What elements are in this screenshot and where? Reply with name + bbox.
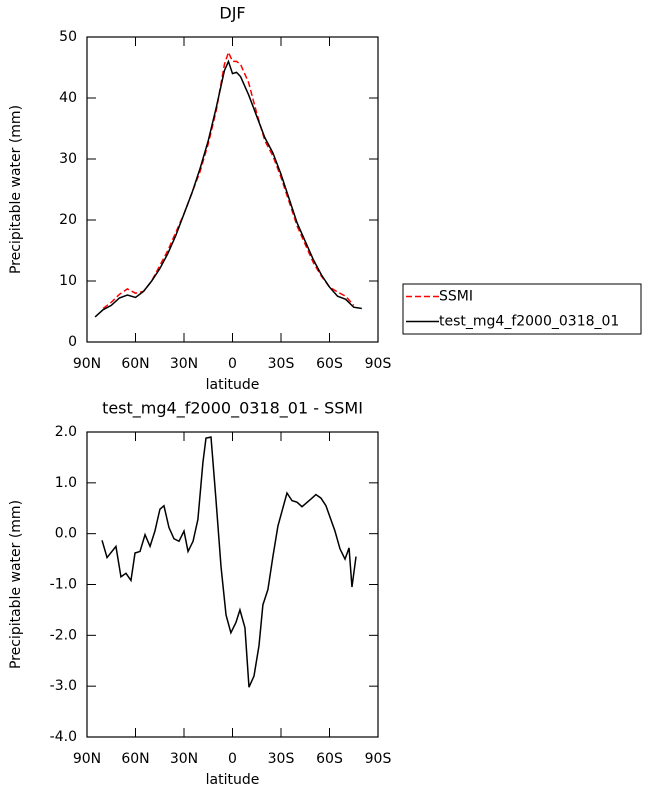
x-tick-label: 30S — [268, 751, 295, 767]
x-tick-label: 60N — [121, 751, 149, 767]
y-tick-label: 1.0 — [55, 475, 77, 491]
x-tick-label: 60S — [316, 356, 343, 372]
y-axis-label: Precipitable water (mm) — [8, 105, 24, 274]
y-tick-label: -4.0 — [50, 729, 77, 745]
y-tick-label: -1.0 — [50, 577, 77, 593]
x-axis-label: latitude — [206, 377, 260, 393]
y-tick-label: 2.0 — [55, 424, 77, 440]
plot-frame — [86, 431, 379, 738]
x-tick-label: 30N — [170, 356, 198, 372]
y-tick-label: 20 — [59, 212, 77, 228]
legend-label: test_mg4_f2000_0318_01 — [439, 314, 619, 330]
x-tick-label: 60N — [121, 356, 149, 372]
data-line — [94, 59, 362, 318]
x-tick-label: 30N — [170, 751, 198, 767]
x-tick-label: 90N — [73, 751, 101, 767]
data-line — [102, 50, 355, 310]
y-tick-label: 40 — [59, 90, 77, 106]
data-line — [101, 436, 357, 688]
y-tick-label: 50 — [59, 29, 77, 45]
x-tick-label: 90S — [365, 356, 392, 372]
y-tick-label: -2.0 — [50, 627, 77, 643]
y-tick-label: 0 — [68, 334, 77, 350]
legend-label: SSMI — [439, 289, 473, 305]
x-tick-label: 90S — [365, 751, 392, 767]
x-axis-label: latitude — [206, 772, 260, 788]
y-axis-label: Precipitable water (mm) — [8, 500, 24, 669]
chart-title: DJF — [219, 4, 245, 23]
y-tick-label: -3.0 — [50, 678, 77, 694]
x-tick-label: 30S — [268, 356, 295, 372]
y-tick-label: 0.0 — [55, 526, 77, 542]
y-tick-label: 10 — [59, 273, 77, 289]
x-tick-label: 90N — [73, 356, 101, 372]
legend-box — [402, 283, 642, 335]
x-tick-label: 60S — [316, 751, 343, 767]
x-tick-label: 0 — [228, 356, 237, 372]
x-tick-label: 0 — [228, 751, 237, 767]
y-tick-label: 30 — [59, 151, 77, 167]
chart-title: test_mg4_f2000_0318_01 - SSMI — [102, 399, 363, 419]
